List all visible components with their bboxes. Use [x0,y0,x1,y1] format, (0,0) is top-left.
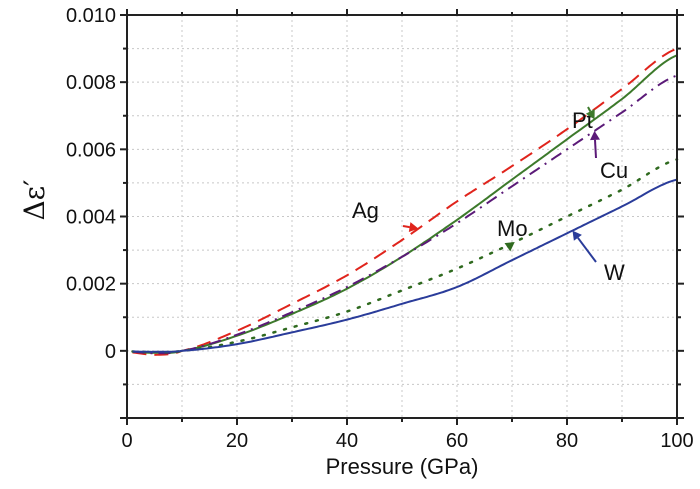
y-tick-label: 0.006 [66,139,116,161]
arrow-head-icon [408,222,419,233]
arrow-head-icon [572,230,582,241]
series-layer [131,47,679,356]
y-tick-label: 0.004 [66,207,116,229]
y-tick-label: 0.002 [66,274,116,296]
series-line-pt [132,54,678,354]
series-line-w [132,178,678,353]
annotation-cu: Cu [590,130,628,183]
annotation-mo: Mo [497,216,528,252]
x-tick-label: 80 [556,430,578,452]
x-axis-label: Pressure (GPa) [326,454,479,479]
annotation-label: Mo [497,216,528,241]
y-tick-label: 0.008 [66,72,116,94]
grid [127,15,677,418]
annotation-arrow-line [402,225,410,229]
series-line-ag [132,47,678,356]
y-tick-label: 0.010 [66,5,116,27]
annotation-label: W [604,260,625,285]
annotation-arrow-line [577,237,597,263]
x-tick-label: 100 [660,430,693,452]
annotation-w: W [572,230,625,285]
x-tick-label: 20 [226,430,248,452]
annotation-ag: Ag [352,198,419,233]
annotation-label: Ag [352,198,379,223]
series-line-cu [132,74,678,355]
y-axis-label: Δε′ [18,179,51,220]
ticks: 0 20 40 60 80 100 0 0.002 0.004 0.006 0.008 0.010 [66,5,694,452]
y-tick-label: 0 [105,341,116,363]
arrow-head-icon [585,109,595,120]
arrow-head-icon [590,130,600,141]
annotation-arrow-line [593,139,597,159]
arrow-head-icon [504,242,515,252]
annotation-pt: Pt [572,106,595,133]
annotation-arrow-line [587,106,592,112]
x-tick-label: 60 [446,430,468,452]
x-tick-label: 0 [121,430,132,452]
annotation-label: Cu [600,158,628,183]
x-tick-label: 40 [336,430,358,452]
